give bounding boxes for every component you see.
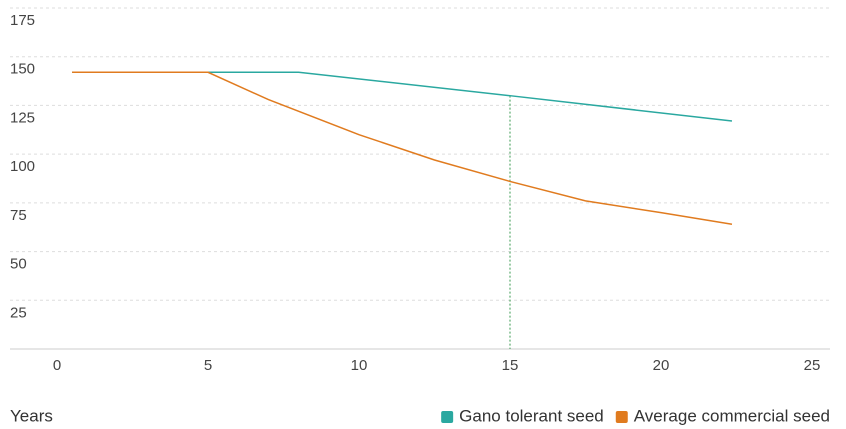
- legend-swatch: [441, 411, 454, 423]
- legend-swatch: [615, 411, 628, 423]
- x-axis-label: Years: [10, 406, 53, 425]
- x-tick-label: 25: [804, 357, 821, 374]
- x-tick-label: 20: [653, 357, 670, 374]
- y-tick-label: 25: [10, 304, 27, 321]
- line-series: [72, 71, 733, 122]
- y-tick-label: 100: [10, 158, 35, 175]
- x-tick-label: 5: [204, 357, 212, 374]
- legend-label: Average commercial seed: [634, 406, 830, 425]
- y-tick-label: 75: [10, 207, 27, 224]
- legend-label: Gano tolerant seed: [459, 406, 604, 425]
- x-tick-label: 0: [53, 357, 61, 374]
- x-tick-label: 15: [502, 357, 519, 374]
- y-tick-label: 125: [10, 109, 35, 126]
- y-tick-label: 175: [10, 12, 35, 29]
- line-series: [72, 71, 733, 226]
- y-tick-label: 50: [10, 256, 27, 273]
- legend: Average commercial seed Gano tolerant see…: [441, 406, 830, 425]
- y-tick-label: 150: [10, 61, 35, 78]
- x-tick-label: 10: [351, 357, 368, 374]
